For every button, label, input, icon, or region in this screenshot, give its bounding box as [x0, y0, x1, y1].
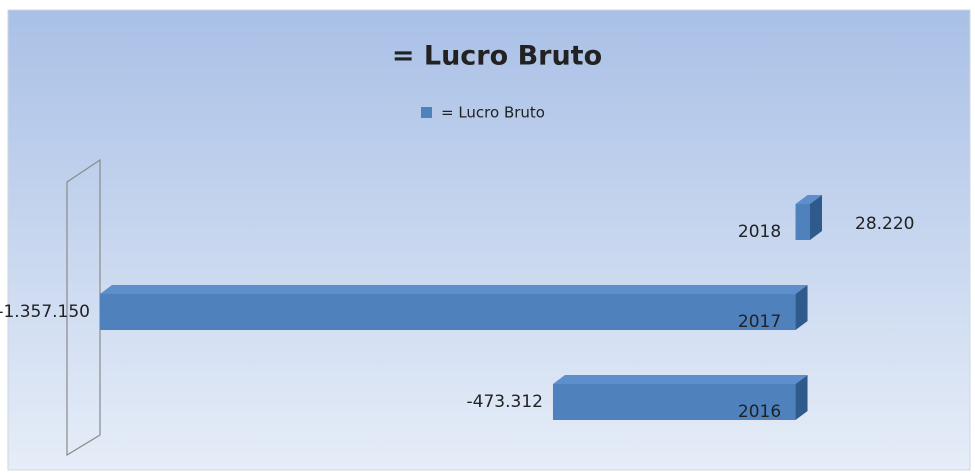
bar-top [552, 375, 808, 384]
bar-top [100, 285, 808, 294]
category-label: 2017 [738, 312, 781, 332]
value-label: -1.357.150 [0, 302, 90, 322]
bar-side [795, 375, 808, 420]
wall [66, 158, 101, 457]
bar [795, 204, 810, 240]
bar-top [795, 195, 822, 204]
chart-title: = Lucro Bruto [392, 41, 602, 72]
category-label: 2016 [738, 402, 781, 422]
legend-label: = Lucro Bruto [441, 104, 545, 122]
category-label: 2018 [738, 222, 781, 242]
bar-side [795, 285, 808, 330]
bar [552, 384, 796, 420]
bar [100, 294, 796, 330]
value-label: -473.312 [467, 392, 543, 412]
legend-swatch [421, 107, 432, 118]
value-label: 28.220 [855, 214, 914, 234]
bar-side [810, 195, 822, 240]
